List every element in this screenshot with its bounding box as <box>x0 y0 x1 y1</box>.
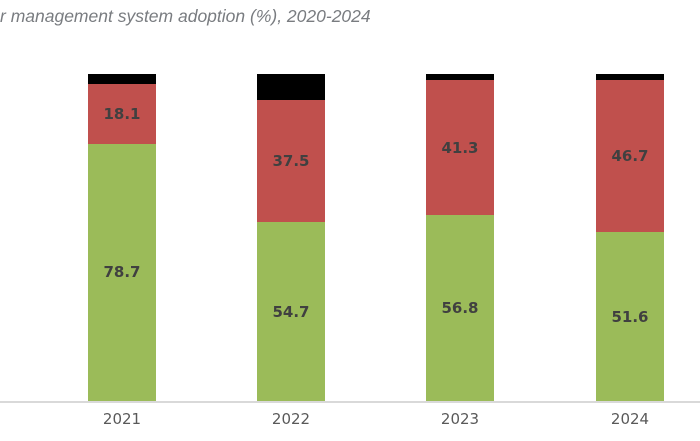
data-label: 56.8 <box>441 299 479 318</box>
bar-2023: 56.8 41.3 <box>426 74 494 401</box>
plot-area: 78.7 18.1 54.7 37.5 56.8 41.3 51.6 46.7 <box>0 74 700 403</box>
bar-2021: 78.7 18.1 <box>88 74 156 401</box>
green-segment: 54.7 <box>257 222 325 401</box>
green-segment: 56.8 <box>426 215 494 401</box>
x-axis-label-2022: 2022 <box>271 410 311 428</box>
bar-2024: 51.6 46.7 <box>596 74 664 401</box>
data-label: 37.5 <box>272 151 310 170</box>
red-segment: 46.7 <box>596 79 664 233</box>
black-segment <box>88 74 156 85</box>
x-axis-label-2023: 2023 <box>440 410 480 428</box>
x-axis-label-2024: 2024 <box>610 410 650 428</box>
x-axis-label-2021: 2021 <box>102 410 142 428</box>
data-label: 46.7 <box>611 146 649 165</box>
black-segment <box>596 74 664 80</box>
red-segment: 41.3 <box>426 80 494 216</box>
black-segment <box>257 74 325 100</box>
data-label: 18.1 <box>103 105 141 124</box>
green-segment: 78.7 <box>88 143 156 401</box>
data-label: 78.7 <box>103 263 141 282</box>
chart-title: r management system adoption (%), 2020-2… <box>0 6 371 26</box>
black-segment <box>426 74 494 81</box>
red-segment: 18.1 <box>88 84 156 144</box>
green-segment: 51.6 <box>596 232 664 401</box>
data-label: 51.6 <box>611 307 649 326</box>
data-label: 54.7 <box>272 302 310 321</box>
data-label: 41.3 <box>441 138 479 157</box>
red-segment: 37.5 <box>257 99 325 223</box>
x-axis: 2021 2022 2023 2024 <box>0 403 700 441</box>
bar-2022: 54.7 37.5 <box>257 74 325 401</box>
